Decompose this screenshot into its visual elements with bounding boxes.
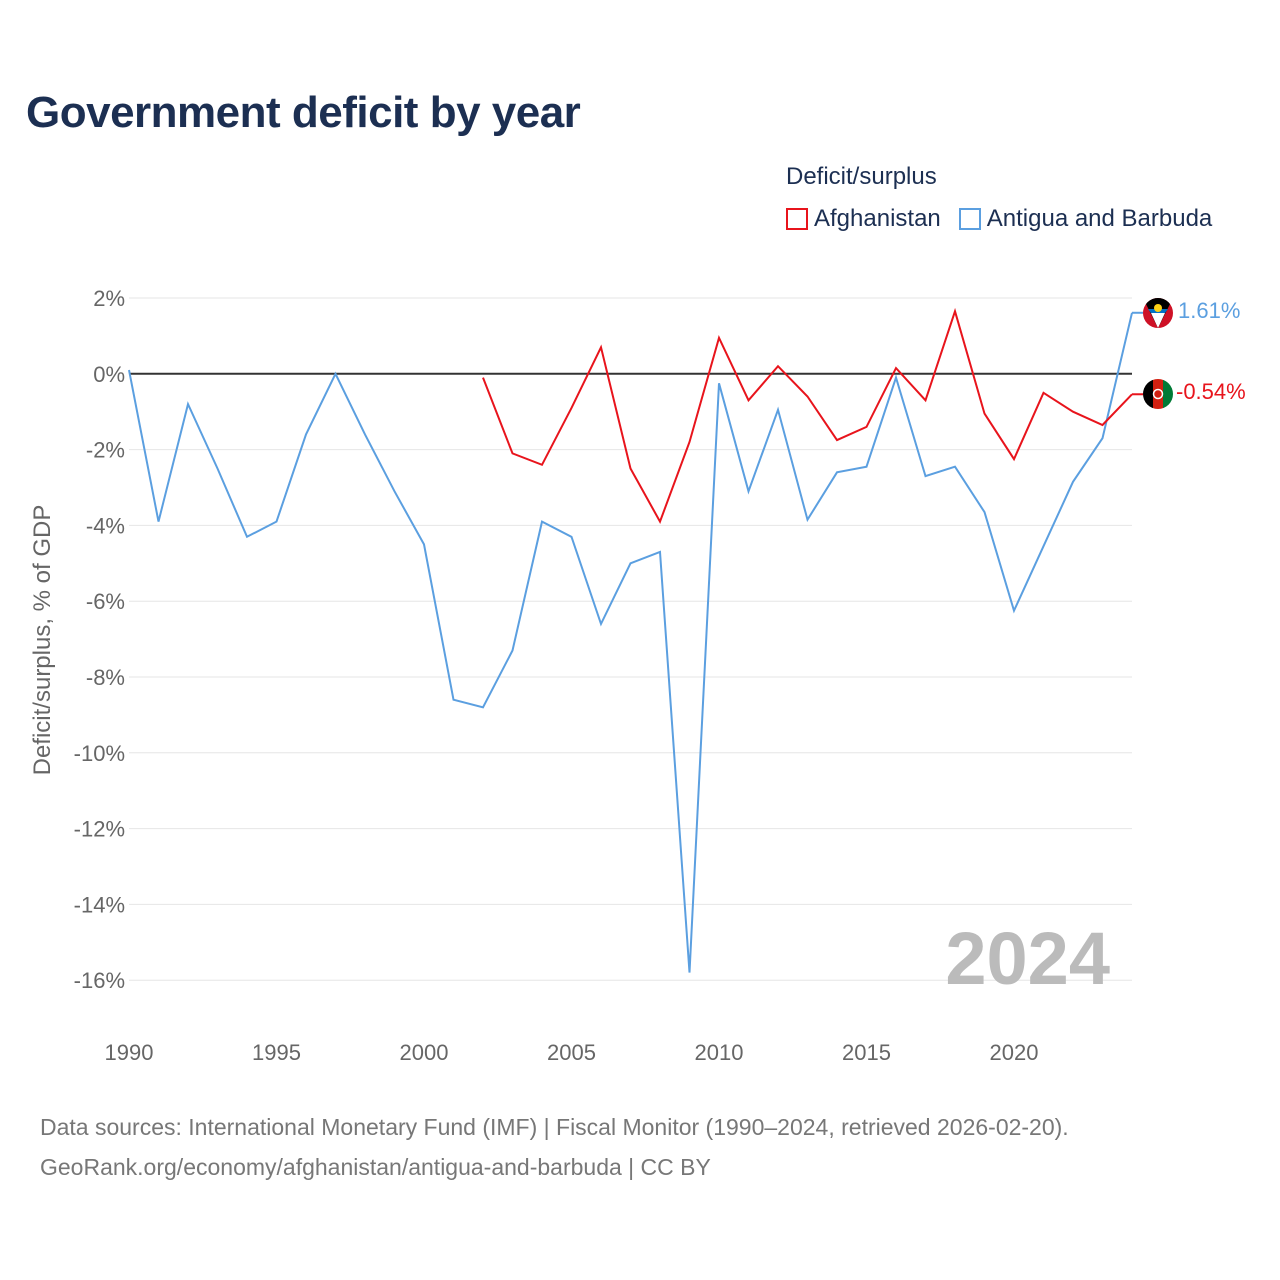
legend-label-antigua: Antigua and Barbuda bbox=[986, 205, 1213, 232]
x-tick-label: 2020 bbox=[990, 1040, 1039, 1065]
y-axis-label: Deficit/surplus, % of GDP bbox=[29, 505, 56, 776]
y-tick-label: 0% bbox=[93, 362, 125, 387]
legend-swatch-antigua bbox=[958, 208, 981, 230]
y-tick-label: -2% bbox=[86, 438, 125, 463]
afghanistan-flag-icon bbox=[1143, 379, 1173, 409]
legend-item-antigua[interactable]: Antigua and Barbuda bbox=[958, 205, 1213, 233]
y-tick-label: -16% bbox=[74, 968, 125, 993]
x-tick-label: 1995 bbox=[252, 1040, 301, 1065]
x-tick-label: 1990 bbox=[105, 1040, 154, 1065]
footer: Data sources: International Monetary Fun… bbox=[40, 1107, 1069, 1187]
line-chart: 2%0%-2%-4%-6%-8%-10%-12%-14%-16% 1990 199… bbox=[29, 286, 1246, 1065]
legend-item-afghanistan[interactable]: Afghanistan bbox=[786, 205, 941, 233]
legend-swatch-afghanistan bbox=[786, 208, 808, 230]
chart-title: Government deficit by year bbox=[26, 88, 581, 137]
y-tick-label: -10% bbox=[74, 741, 125, 766]
year-watermark: 2024 bbox=[945, 917, 1110, 1000]
y-tick-label: -4% bbox=[86, 513, 125, 538]
y-tick-label: -6% bbox=[86, 589, 125, 614]
legend: Afghanistan Antigua and Barbuda bbox=[786, 205, 1230, 233]
y-tick-label: 2% bbox=[93, 286, 125, 311]
x-tick-label: 2000 bbox=[400, 1040, 449, 1065]
x-axis-ticks: 1990 1995 2000 2005 2010 2015 2020 bbox=[105, 1040, 1039, 1065]
x-tick-label: 2015 bbox=[842, 1040, 891, 1065]
end-label-antigua: 1.61% bbox=[1178, 298, 1240, 323]
series-line-antigua-and-barbuda[interactable] bbox=[128, 312, 1133, 973]
legend-title: Deficit/surplus bbox=[786, 163, 937, 190]
end-label-afghanistan: -0.54% bbox=[1176, 379, 1246, 404]
x-tick-label: 2005 bbox=[547, 1040, 596, 1065]
x-tick-label: 2010 bbox=[695, 1040, 744, 1065]
y-tick-label: -8% bbox=[86, 665, 125, 690]
legend-label-afghanistan: Afghanistan bbox=[814, 205, 941, 232]
antigua-flag-icon bbox=[1143, 298, 1173, 328]
series-line-afghanistan[interactable] bbox=[482, 307, 1133, 524]
footer-sources: Data sources: International Monetary Fun… bbox=[40, 1114, 1069, 1140]
y-tick-label: -12% bbox=[74, 817, 125, 842]
gridlines bbox=[129, 297, 1132, 981]
footer-link[interactable]: GeoRank.org/economy/afghanistan/antigua-… bbox=[40, 1154, 711, 1180]
y-tick-label: -14% bbox=[74, 892, 125, 917]
y-axis-ticks: 2% 0% -2% -4% -6% -8% -10% -12% -14% -16% bbox=[74, 286, 125, 993]
